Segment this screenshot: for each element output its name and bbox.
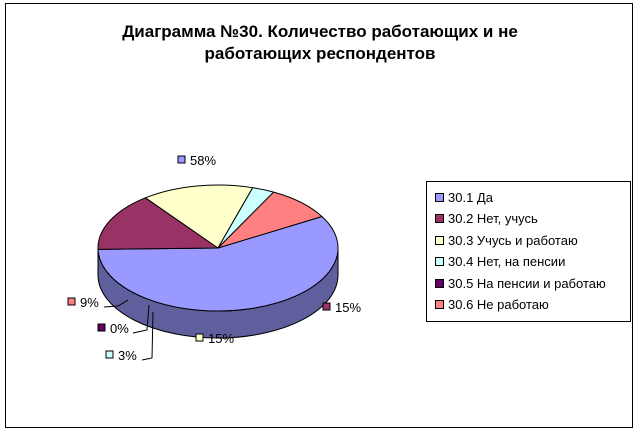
chart-title-line-1: Диаграмма №30. Количество работающих и н… bbox=[122, 22, 518, 41]
legend-label: 30.5 На пенсии и работаю bbox=[448, 275, 606, 291]
data-label: 58% bbox=[190, 153, 216, 168]
chart-legend: 30.1 Да 30.2 Нет, учусь 30.3 Учусь и работ… bbox=[426, 181, 631, 322]
data-label: 0% bbox=[110, 321, 129, 336]
legend-label: 30.3 Учусь и работаю bbox=[448, 232, 578, 248]
legend-label: 30.4 Нет, на пенсии bbox=[448, 254, 566, 269]
leader-line bbox=[141, 311, 154, 361]
legend-item: 30.5 На пенсии и работаю bbox=[435, 273, 606, 293]
data-label: 9% bbox=[80, 295, 99, 310]
legend-swatch bbox=[435, 257, 444, 266]
data-label-key bbox=[322, 302, 331, 311]
chart-title-line-2: работающих респондентов bbox=[204, 44, 436, 63]
legend-label: 30.6 Не работаю bbox=[448, 297, 549, 312]
legend-swatch bbox=[435, 300, 444, 309]
data-label-key bbox=[195, 333, 204, 342]
leader-line bbox=[132, 304, 150, 334]
legend-item: 30.6 Не работаю bbox=[435, 295, 549, 315]
legend-item: 30.1 Да bbox=[435, 187, 493, 207]
pie-slice bbox=[97, 215, 339, 312]
legend-item: 30.2 Нет, учусь bbox=[435, 209, 538, 229]
data-label: 15% bbox=[335, 300, 361, 315]
data-label: 3% bbox=[118, 348, 137, 363]
pie-slice bbox=[144, 184, 254, 249]
leader-line bbox=[103, 299, 129, 308]
legend-swatch bbox=[435, 278, 444, 288]
legend-item: 30.3 Учусь и работаю bbox=[435, 230, 578, 250]
chart-title: Диаграмма №30. Количество работающих и н… bbox=[6, 21, 634, 65]
legend-label: 30.2 Нет, учусь bbox=[448, 211, 538, 226]
legend-label: 30.1 Да bbox=[448, 189, 493, 205]
data-label: 15% bbox=[208, 331, 234, 346]
legend-swatch bbox=[435, 214, 444, 223]
data-label-key bbox=[67, 297, 76, 306]
data-label-key bbox=[97, 323, 106, 332]
pie-slice bbox=[97, 197, 220, 250]
data-label-key bbox=[105, 350, 114, 359]
legend-item: 30.4 Нет, на пенсии bbox=[435, 252, 565, 272]
pie-slice bbox=[217, 191, 323, 249]
legend-swatch bbox=[435, 192, 444, 202]
legend-swatch bbox=[435, 235, 444, 245]
data-label-key bbox=[177, 155, 186, 164]
